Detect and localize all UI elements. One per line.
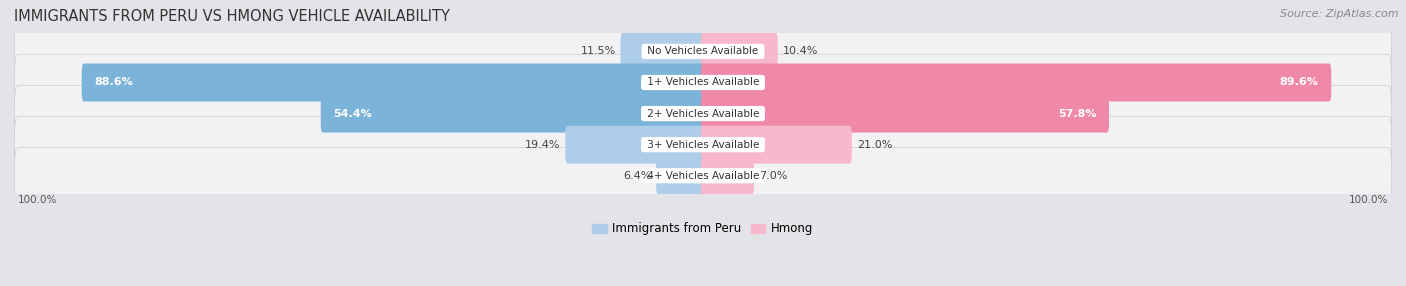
FancyBboxPatch shape: [14, 116, 1392, 173]
Text: 3+ Vehicles Available: 3+ Vehicles Available: [644, 140, 762, 150]
Text: 2+ Vehicles Available: 2+ Vehicles Available: [644, 109, 762, 119]
Text: 7.0%: 7.0%: [759, 171, 787, 181]
FancyBboxPatch shape: [702, 95, 1109, 132]
Text: 100.0%: 100.0%: [18, 195, 58, 205]
Legend: Immigrants from Peru, Hmong: Immigrants from Peru, Hmong: [588, 218, 818, 240]
Text: 100.0%: 100.0%: [1348, 195, 1388, 205]
Text: 10.4%: 10.4%: [783, 46, 818, 56]
FancyBboxPatch shape: [321, 95, 704, 132]
FancyBboxPatch shape: [702, 32, 778, 70]
FancyBboxPatch shape: [14, 54, 1392, 111]
FancyBboxPatch shape: [14, 23, 1392, 80]
FancyBboxPatch shape: [82, 63, 704, 102]
FancyBboxPatch shape: [702, 157, 754, 195]
FancyBboxPatch shape: [657, 157, 704, 195]
Text: 57.8%: 57.8%: [1057, 109, 1097, 119]
Text: Source: ZipAtlas.com: Source: ZipAtlas.com: [1281, 9, 1399, 19]
Text: IMMIGRANTS FROM PERU VS HMONG VEHICLE AVAILABILITY: IMMIGRANTS FROM PERU VS HMONG VEHICLE AV…: [14, 9, 450, 23]
FancyBboxPatch shape: [620, 32, 704, 70]
FancyBboxPatch shape: [14, 85, 1392, 142]
FancyBboxPatch shape: [14, 148, 1392, 204]
FancyBboxPatch shape: [702, 126, 852, 164]
Text: 4+ Vehicles Available: 4+ Vehicles Available: [644, 171, 762, 181]
Text: 1+ Vehicles Available: 1+ Vehicles Available: [644, 78, 762, 88]
Text: 88.6%: 88.6%: [94, 78, 134, 88]
FancyBboxPatch shape: [565, 126, 704, 164]
Text: 19.4%: 19.4%: [524, 140, 561, 150]
Text: 11.5%: 11.5%: [581, 46, 616, 56]
Text: 54.4%: 54.4%: [333, 109, 373, 119]
FancyBboxPatch shape: [702, 63, 1331, 102]
Text: 21.0%: 21.0%: [856, 140, 893, 150]
Text: No Vehicles Available: No Vehicles Available: [644, 46, 762, 56]
Text: 6.4%: 6.4%: [623, 171, 651, 181]
Text: 89.6%: 89.6%: [1279, 78, 1319, 88]
